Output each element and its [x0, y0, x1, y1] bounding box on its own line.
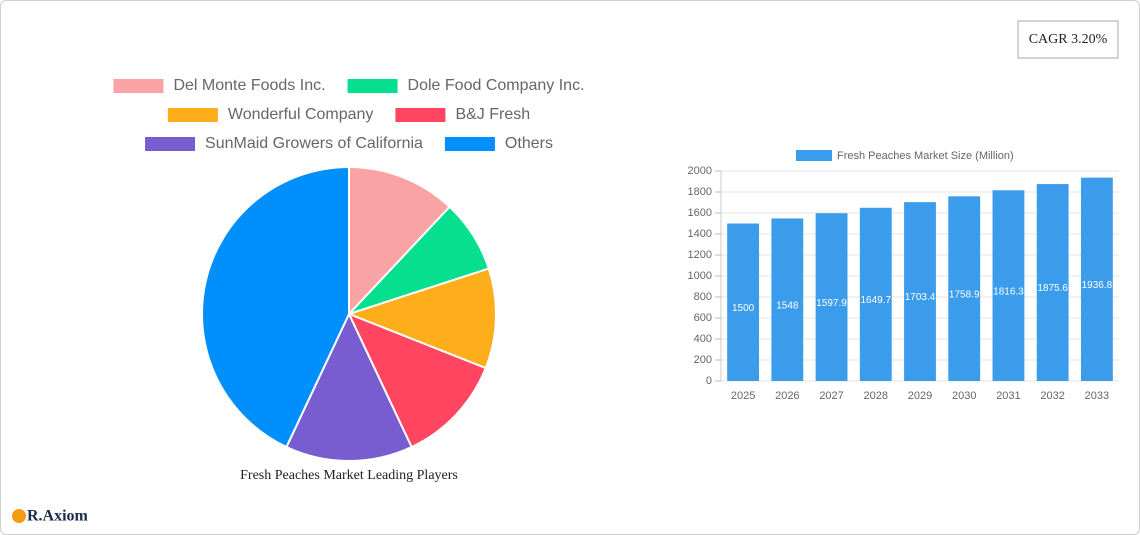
x-tick-label: 2026 [775, 390, 799, 402]
pie-slice [348, 165, 452, 317]
x-tick-label: 2025 [731, 390, 755, 402]
legend-swatch [145, 137, 196, 151]
value-label: 1875.6 [1037, 283, 1068, 294]
y-tick-label: 0 [706, 375, 712, 387]
value-label: 1500 [732, 303, 755, 314]
legend-swatch [395, 108, 446, 122]
legend-label: Dole Food Company Inc. [408, 77, 585, 94]
legend-swatch [167, 108, 218, 122]
legend-label: Del Monte Foods Inc. [173, 77, 325, 94]
bar [904, 202, 936, 381]
x-tick-label: 2029 [908, 390, 932, 402]
badge-box [1017, 20, 1119, 59]
y-tick-label: 600 [694, 312, 712, 324]
y-tick-label: 200 [694, 354, 712, 366]
value-label: 1703.4 [905, 292, 936, 303]
bar [1080, 177, 1113, 381]
y-tick-label: 400 [694, 333, 712, 345]
cagr-badge: CAGR 3.20% [1029, 32, 1108, 47]
bar [815, 213, 848, 381]
bar [771, 218, 804, 381]
logo: R.Axiom [27, 508, 89, 525]
legend-swatch [113, 79, 164, 93]
logo-icon [12, 509, 26, 523]
pie-slice [346, 267, 497, 370]
bar [1036, 184, 1069, 381]
y-tick-label: 1800 [688, 186, 712, 198]
bar [859, 207, 892, 381]
pie-slice [347, 312, 487, 449]
y-tick-label: 2000 [688, 165, 712, 177]
legend-swatch [347, 79, 398, 93]
bar [992, 190, 1025, 381]
y-tick-label: 1200 [688, 249, 712, 261]
x-tick-label: 2027 [819, 390, 843, 402]
bar [948, 196, 981, 381]
x-tick-label: 2033 [1085, 390, 1109, 402]
y-tick-label: 1400 [688, 228, 712, 240]
pie-slice [201, 165, 350, 449]
pie-slice [285, 311, 413, 462]
y-tick-label: 800 [694, 291, 712, 303]
legend-label: Others [505, 135, 553, 152]
legend-swatch [444, 137, 495, 151]
x-tick-label: 2032 [1040, 390, 1064, 402]
legend-label: Fresh Peaches Market Size (Million) [837, 150, 1014, 162]
x-tick-label: 2031 [996, 390, 1020, 402]
value-label: 1597.9 [816, 298, 847, 309]
x-tick-label: 2028 [864, 390, 888, 402]
value-label: 1649.7 [860, 295, 891, 306]
legend-label: B&J Fresh [455, 106, 530, 123]
y-tick-label: 1000 [688, 270, 712, 282]
legend-label: Wonderful Company [228, 106, 374, 123]
legend-label: SunMaid Growers of California [205, 135, 423, 152]
value-label: 1936.8 [1082, 280, 1113, 291]
value-label: 1548 [776, 300, 799, 311]
value-label: 1816.3 [993, 286, 1024, 297]
legend-swatch [796, 150, 832, 161]
bar [727, 223, 760, 381]
y-tick-label: 1600 [688, 207, 712, 219]
pie-title: Fresh Peaches Market Leading Players [240, 468, 458, 483]
x-tick-label: 2030 [952, 390, 976, 402]
value-label: 1758.9 [949, 289, 980, 300]
